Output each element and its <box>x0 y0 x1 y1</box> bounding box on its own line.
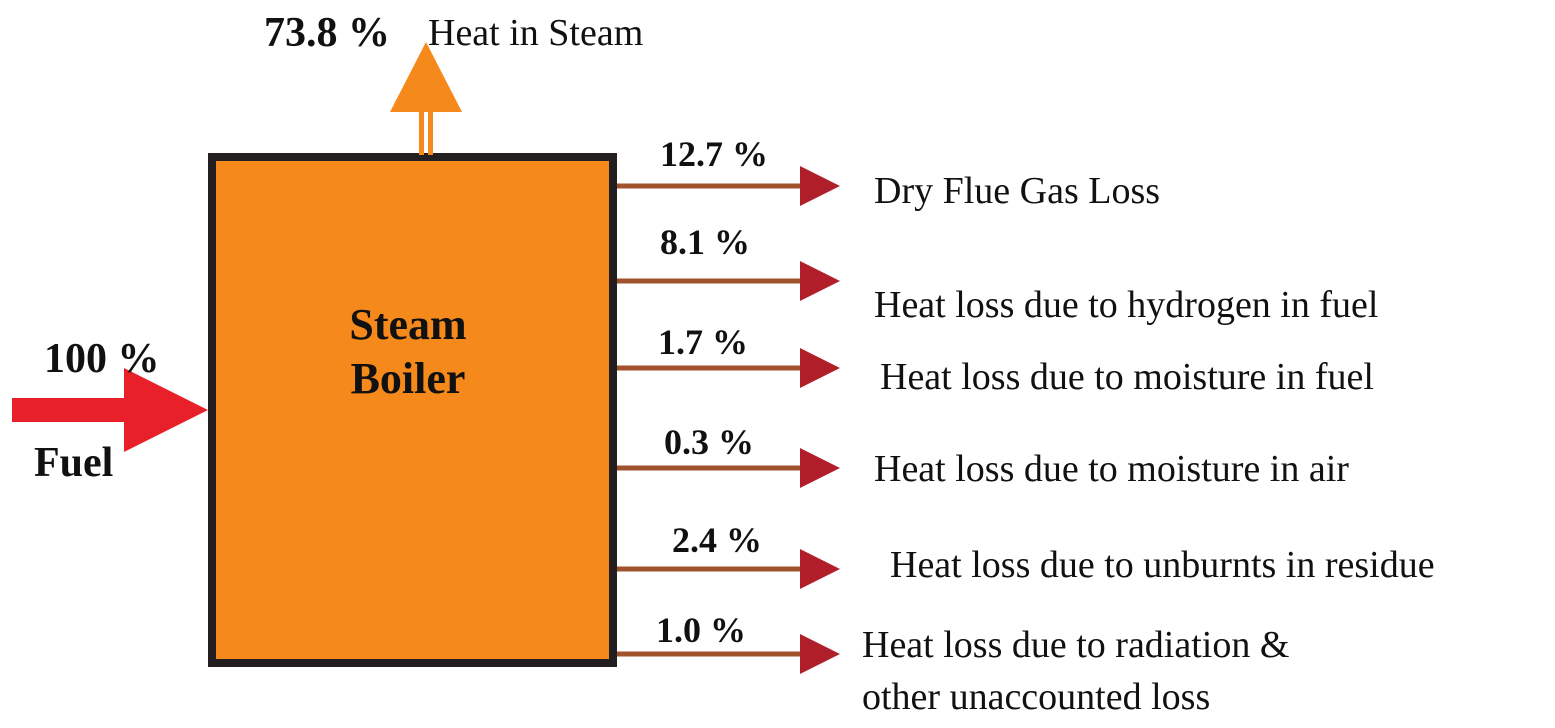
loss-label-moisture-fuel: Heat loss due to moisture in fuel <box>880 356 1374 398</box>
loss-label-hydrogen: Heat loss due to hydrogen in fuel <box>874 284 1379 326</box>
steam-label: Heat in Steam <box>428 12 644 54</box>
loss-label-dry-flue-gas: Dry Flue Gas Loss <box>874 170 1161 212</box>
fuel-input-arrow <box>12 368 208 452</box>
boiler-label: Steam Boiler <box>212 298 604 406</box>
loss-percent-moisture-fuel: 1.7 % <box>658 322 748 362</box>
loss-arrow-radiation <box>617 634 840 674</box>
loss-arrow-moisture-air <box>617 448 840 488</box>
loss-percent-radiation: 1.0 % <box>656 610 746 650</box>
loss-percent-unburnts: 2.4 % <box>672 520 762 560</box>
boiler-label-line1: Steam <box>349 300 467 349</box>
steam-percent: 73.8 % <box>264 10 390 56</box>
loss-label-moisture-air: Heat loss due to moisture in air <box>874 448 1349 490</box>
loss-arrow-hydrogen <box>617 261 840 301</box>
boiler-box <box>208 153 617 667</box>
loss-arrow-unburnts <box>617 549 840 589</box>
loss-arrow-moisture-fuel <box>617 348 840 388</box>
loss-arrow-dry-flue-gas <box>617 166 840 206</box>
loss-label-radiation-line2: other unaccounted loss <box>862 676 1211 718</box>
fuel-percent: 100 % <box>44 336 160 382</box>
steam-output-arrow <box>390 42 462 155</box>
loss-label-radiation-line1: Heat loss due to radiation & <box>862 624 1290 666</box>
loss-percent-dry-flue-gas: 12.7 % <box>660 134 768 174</box>
loss-percent-hydrogen: 8.1 % <box>660 222 750 262</box>
loss-label-unburnts: Heat loss due to unburnts in residue <box>890 544 1435 586</box>
boiler-label-line2: Boiler <box>350 354 466 403</box>
fuel-label: Fuel <box>34 440 114 486</box>
loss-percent-moisture-air: 0.3 % <box>664 422 754 462</box>
